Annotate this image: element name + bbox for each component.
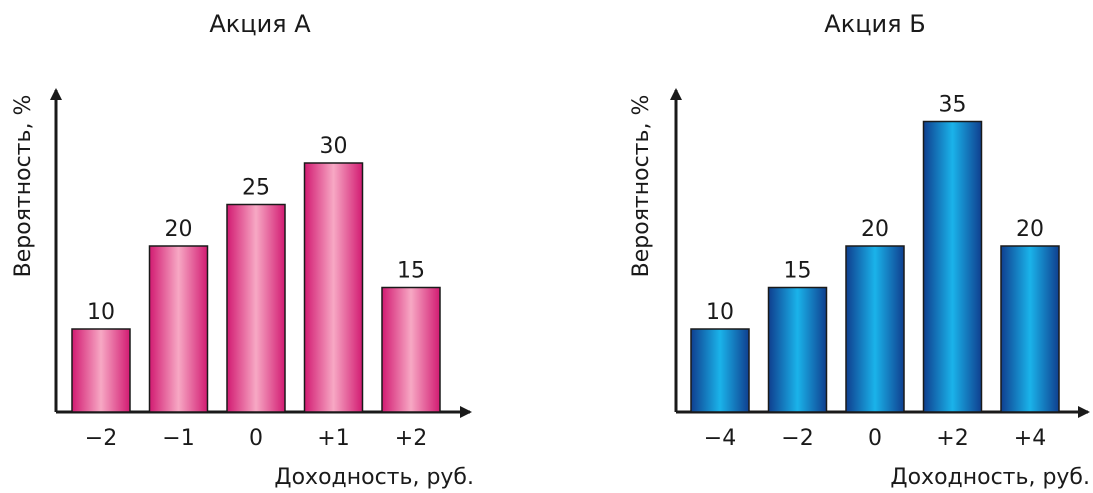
chart-a-data-label: 10: [87, 300, 115, 325]
chart-b-bar: [1000, 245, 1060, 413]
chart-b-data-label: 10: [706, 300, 734, 325]
chart-a-x-axis-label: Доходность, руб.: [274, 465, 474, 490]
chart-a-x-tick-label: +1: [317, 426, 349, 451]
chart-a-x-tick-label: 0: [249, 426, 263, 451]
chart-b-data-label: 20: [1016, 217, 1044, 242]
chart-a-data-label: 25: [242, 176, 270, 201]
chart-a-data-label: 30: [320, 134, 348, 159]
chart-a-bar: [226, 203, 286, 413]
chart-b-bar: [845, 245, 905, 413]
chart-a-bar: [71, 328, 131, 413]
chart-b-data-label: 20: [861, 217, 889, 242]
chart-b-x-tick-label: −2: [781, 426, 813, 451]
chart-a-x-tick-label: −2: [85, 426, 117, 451]
chart-b-bars: 10 −4 15 −2 20 0 35 +2 20 +4: [690, 93, 1060, 451]
chart-b-bar: [767, 286, 828, 413]
chart-b-bar: [690, 328, 750, 413]
chart-a-y-axis-label: Вероятность, %: [11, 95, 36, 278]
chart-b-data-label: 35: [939, 93, 967, 118]
chart-a-x-tick-label: +2: [395, 426, 427, 451]
chart-b-x-tick-label: 0: [868, 426, 882, 451]
chart-b-data-label: 15: [784, 259, 812, 284]
chart-a-bars: 10 −2 20 −1 25 0 30 +1 15 +2: [71, 134, 441, 451]
chart-b-y-axis-label: Вероятность, %: [629, 95, 654, 278]
chart-b-title: Акция Б: [824, 10, 925, 38]
chart-a: Акция А Вероятность, % Доходность, руб. …: [11, 10, 474, 490]
chart-b-x-tick-label: +2: [936, 426, 968, 451]
chart-a-bar: [381, 286, 441, 413]
chart-a-bar: [148, 245, 209, 413]
chart-b-bar: [922, 120, 983, 413]
chart-b-x-axis-label: Доходность, руб.: [890, 465, 1090, 490]
chart-b-x-tick-label: −4: [704, 426, 736, 451]
chart-a-x-tick-label: −1: [162, 426, 194, 451]
chart-a-data-label: 15: [397, 259, 425, 284]
chart-b-x-tick-label: +4: [1014, 426, 1046, 451]
chart-b: Акция Б Вероятность, % Доходность, руб. …: [629, 10, 1090, 490]
chart-a-bar: [303, 162, 364, 413]
chart-a-data-label: 20: [165, 217, 193, 242]
chart-a-title: Акция А: [209, 10, 311, 38]
